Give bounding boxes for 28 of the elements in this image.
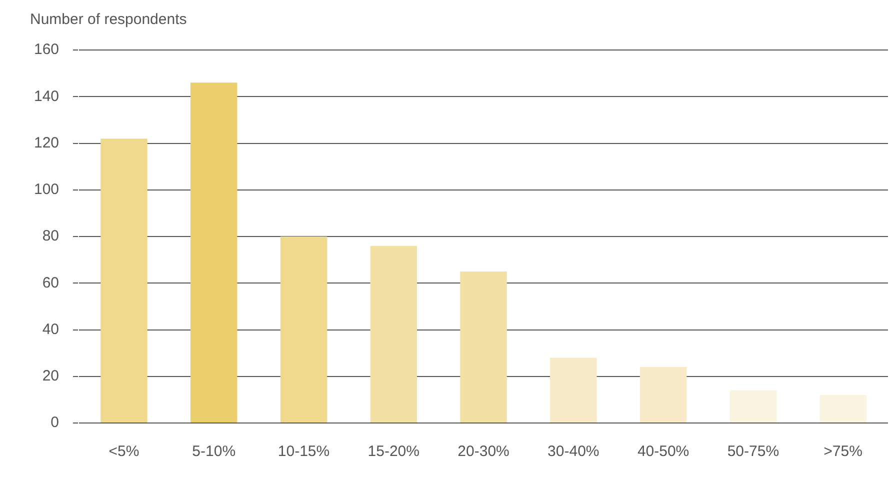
y-tick-label: 80 xyxy=(42,228,60,245)
x-tick-label: 50-75% xyxy=(727,443,780,460)
y-tick-label: 40 xyxy=(42,320,60,338)
x-tick-label: 30-40% xyxy=(548,443,600,460)
y-tick-label: 60 xyxy=(42,274,60,292)
bar xyxy=(190,82,238,422)
bar xyxy=(730,390,777,422)
y-tick-label: 140 xyxy=(34,88,60,105)
x-tick-label: 15-20% xyxy=(368,443,420,460)
x-tick-label: <5% xyxy=(108,443,140,460)
bar xyxy=(280,236,328,422)
y-tick-label: 0 xyxy=(50,414,60,432)
y-tick-label: 160 xyxy=(34,41,60,58)
x-tick-label: 40-50% xyxy=(637,443,690,460)
y-tick-label: 120 xyxy=(34,134,60,152)
bar xyxy=(820,395,866,422)
bar xyxy=(460,271,507,422)
bar xyxy=(550,358,597,422)
x-tick-label: 10-15% xyxy=(278,443,330,460)
bar xyxy=(370,246,417,422)
y-tick-label: 20 xyxy=(42,368,60,385)
bar xyxy=(100,138,148,422)
bar xyxy=(640,367,687,422)
x-tick-label: 5-10% xyxy=(192,443,236,460)
x-tick-label: 20-30% xyxy=(458,443,510,460)
y-tick-label: 100 xyxy=(34,181,60,198)
y-axis-title: Number of respondents xyxy=(30,11,187,28)
x-tick-label: >75% xyxy=(824,443,862,460)
